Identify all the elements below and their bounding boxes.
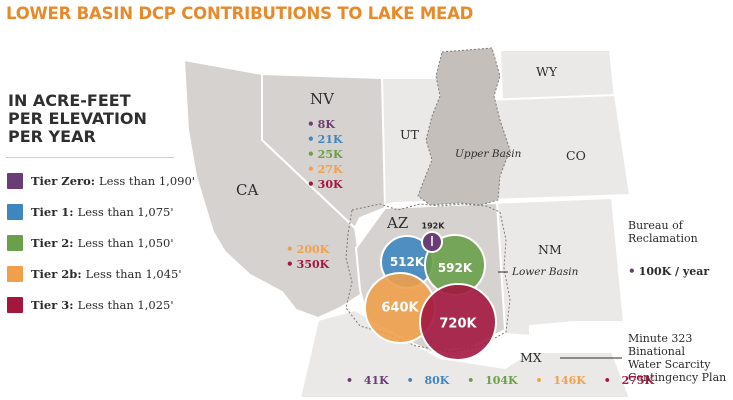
bubble-label-640k: 640K — [381, 300, 419, 316]
legend-heading: IN ACRE-FEET PER ELEVATION PER YEAR — [8, 91, 147, 146]
legend-item-tier-3: Tier 3: Less than 1,025' — [7, 297, 174, 313]
state-shape-nv — [261, 72, 387, 230]
california-contributions: • 200K • 350K — [286, 242, 329, 272]
arizona-bubbles — [364, 231, 497, 361]
mexico-contributions: • 41K • 80K • 104K • 146K • 275K — [346, 374, 668, 387]
state-label-nm: NM — [538, 242, 562, 257]
legend-swatch — [7, 266, 23, 282]
california-contribution: • 200K — [286, 242, 330, 256]
bubble-label-512k: 512K — [389, 255, 425, 269]
state-label-ca: CA — [236, 181, 259, 199]
reclamation-label: Bureau of Reclamation — [628, 219, 698, 245]
minute-323-label: Minute 323 Binational Water Scarcity Con… — [628, 332, 727, 384]
state-label-wy: WY — [536, 64, 558, 79]
legend-item-tier-1: Tier 1: Less than 1,075' — [7, 204, 174, 220]
mexico-contribution: • 104K — [467, 374, 518, 387]
state-shape-wy — [498, 49, 617, 102]
legend-swatch — [7, 173, 23, 189]
state-label-co: CO — [566, 148, 586, 163]
legend-swatch — [7, 235, 23, 251]
map-title: LOWER BASIN DCP CONTRIBUTIONS TO LAKE ME… — [6, 4, 474, 23]
upper-basin-region — [417, 47, 511, 206]
bubble-label-192k: 192K — [421, 221, 445, 231]
mexico-contribution: • 80K — [406, 374, 450, 387]
legend-item-tier-2: Tier 2: Less than 1,050' — [7, 235, 174, 251]
lower-basin-outline — [345, 203, 511, 353]
nevada-contribution: • 30K — [307, 177, 343, 191]
mexico-contribution: • 146K — [535, 374, 586, 387]
bubble-label-592k: 592K — [437, 261, 473, 275]
state-label-nv: NV — [310, 90, 334, 108]
mexico-contribution: • 41K — [346, 374, 389, 387]
state-label-mx: MX — [520, 350, 542, 365]
nevada-contribution: • 27K — [307, 162, 343, 176]
state-label-az: AZ — [387, 214, 409, 232]
nevada-contribution: • 25K — [307, 147, 343, 161]
legend-item-tier-2b: Tier 2b: Less than 1,045' — [7, 266, 182, 282]
bubble-label-720k: 720K — [439, 316, 477, 332]
bubble-720k — [419, 283, 497, 361]
nevada-contribution: • 8K — [307, 117, 335, 131]
upper-basin-label: Upper Basin — [455, 148, 522, 160]
legend-swatch — [7, 204, 23, 220]
state-label-ut: UT — [400, 127, 419, 142]
lower-basin-label: Lower Basin — [512, 266, 579, 278]
legend-item-tier-zero: Tier Zero: Less than 1,090' — [7, 173, 195, 189]
reclamation-contribution: • 100K / year — [628, 264, 710, 278]
nevada-contributions: • 8K • 21K • 25K • 27K • 30K — [307, 117, 343, 192]
legend-divider — [6, 157, 174, 158]
mexico-contribution: • 275K — [603, 374, 655, 387]
legend-swatch — [7, 297, 23, 313]
nevada-contribution: • 21K — [307, 132, 343, 146]
california-contribution: • 350K — [286, 257, 330, 271]
